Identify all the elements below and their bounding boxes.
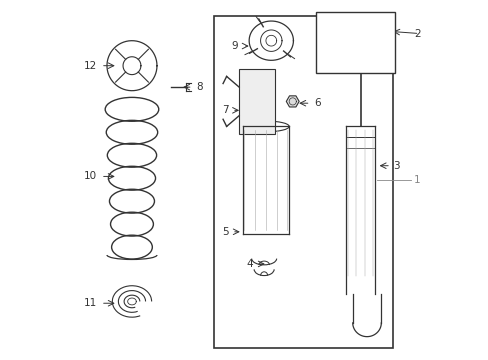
- Bar: [239, 69, 274, 134]
- Text: 9: 9: [231, 41, 238, 51]
- Text: 3: 3: [392, 161, 399, 171]
- Text: 4: 4: [246, 259, 253, 269]
- Text: 6: 6: [313, 98, 320, 108]
- Bar: [315, 12, 394, 73]
- Text: 8: 8: [196, 82, 203, 92]
- Polygon shape: [285, 96, 299, 107]
- Text: 7: 7: [222, 105, 228, 115]
- Text: 11: 11: [84, 298, 97, 308]
- Bar: [214, 16, 392, 348]
- Text: 10: 10: [84, 171, 97, 181]
- Text: 5: 5: [222, 227, 228, 237]
- Text: 1: 1: [413, 175, 420, 185]
- Text: 2: 2: [413, 28, 420, 39]
- Text: 8: 8: [378, 34, 384, 44]
- Text: 12: 12: [84, 61, 97, 71]
